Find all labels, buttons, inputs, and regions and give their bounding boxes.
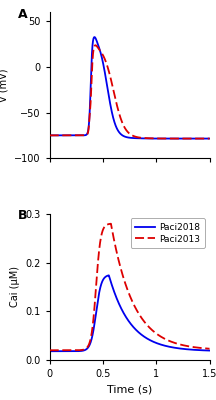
Paci2018 [152,340,155,344]
Paci2013 [152,329,155,334]
Paci2013 [168,338,170,343]
Y-axis label: Cai (μM): Cai (μM) [10,266,20,307]
Paci2013 [77,348,80,352]
Paci2013 [144,321,147,326]
Paci2018 [48,349,51,354]
Text: B: B [18,209,27,222]
X-axis label: Time (s): Time (s) [107,384,152,394]
Paci2018 [180,346,183,351]
Paci2018 [77,349,80,354]
Line: Paci2018: Paci2018 [50,275,210,351]
Paci2013 [110,221,112,226]
Line: Paci2013: Paci2013 [50,224,210,350]
Paci2018 [168,344,170,349]
Paci2013 [110,221,112,226]
Paci2013 [180,342,183,347]
Paci2013 [208,346,211,351]
Paci2018 [108,273,110,278]
Paci2018 [208,348,211,353]
Paci2018 [110,279,112,284]
Y-axis label: V (mV): V (mV) [0,68,9,102]
Text: A: A [18,8,27,21]
Legend: Paci2018, Paci2013: Paci2018, Paci2013 [131,218,205,248]
Paci2018 [144,335,147,340]
Paci2013 [48,348,51,353]
